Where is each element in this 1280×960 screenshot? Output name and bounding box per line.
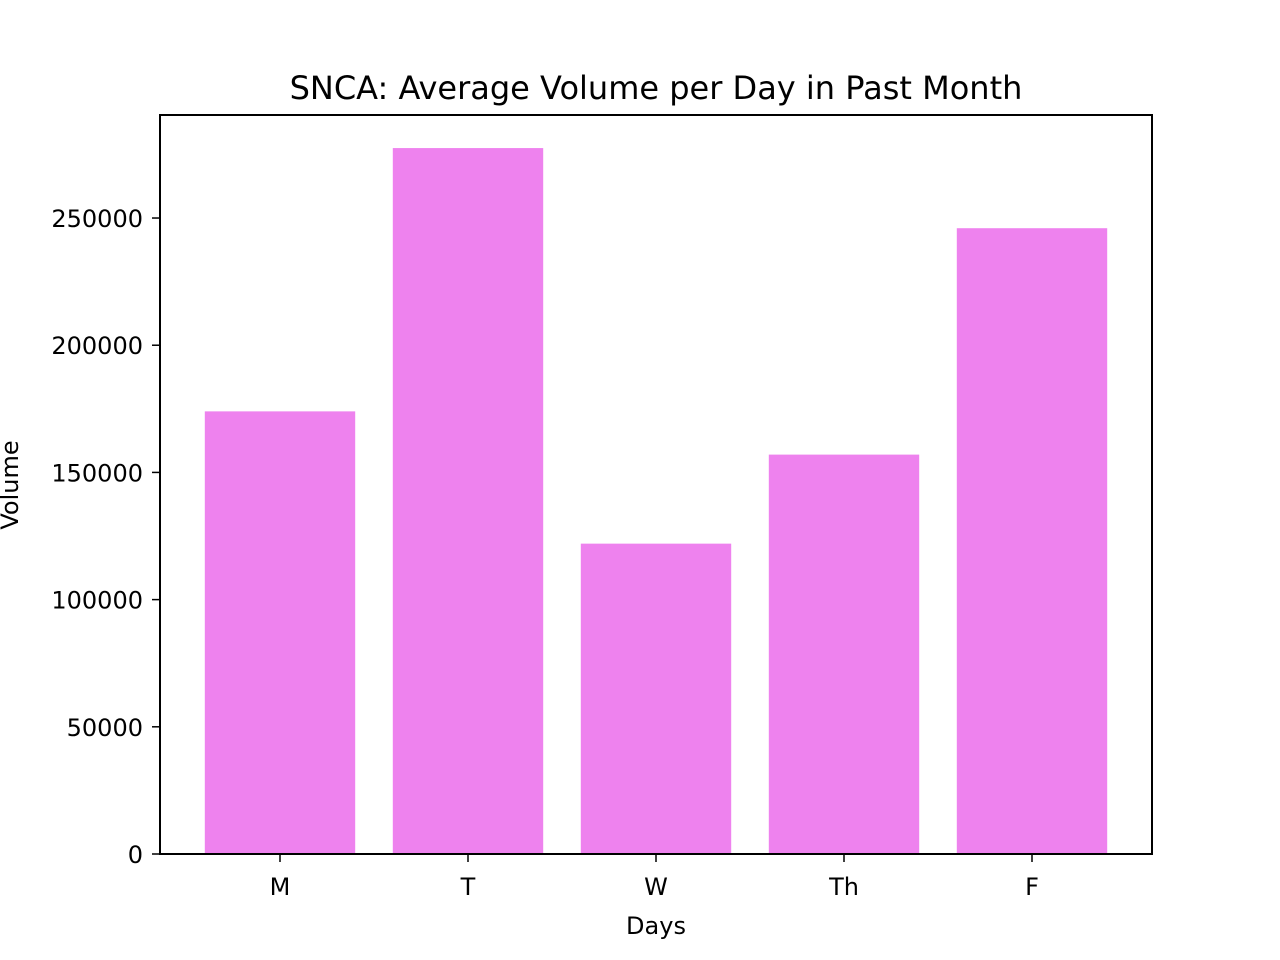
bars	[204, 148, 1108, 855]
x-tick-label: M	[270, 873, 291, 901]
x-tick-label: T	[460, 873, 476, 901]
chart-title: SNCA: Average Volume per Day in Past Mon…	[290, 69, 1023, 107]
bar-w	[580, 543, 732, 854]
bar-f	[956, 228, 1108, 854]
y-axis-ticks: 0 50000 100000 150000 200000 250000	[51, 205, 160, 869]
x-axis-ticks: M T W Th F	[270, 854, 1039, 901]
y-tick-label: 150000	[51, 459, 143, 487]
y-tick-label: 250000	[51, 205, 143, 233]
y-tick-label: 50000	[67, 714, 143, 742]
x-tick-label: W	[644, 873, 668, 901]
bar-th	[768, 454, 920, 854]
bar-m	[204, 411, 356, 854]
y-tick-label: 100000	[51, 587, 143, 615]
x-tick-label: F	[1025, 873, 1039, 901]
y-axis-label: Volume	[0, 440, 24, 529]
x-tick-label: Th	[828, 873, 859, 901]
x-axis-label: Days	[626, 912, 686, 940]
bar-t	[392, 148, 544, 855]
y-tick-label: 0	[128, 841, 143, 869]
y-tick-label: 200000	[51, 332, 143, 360]
